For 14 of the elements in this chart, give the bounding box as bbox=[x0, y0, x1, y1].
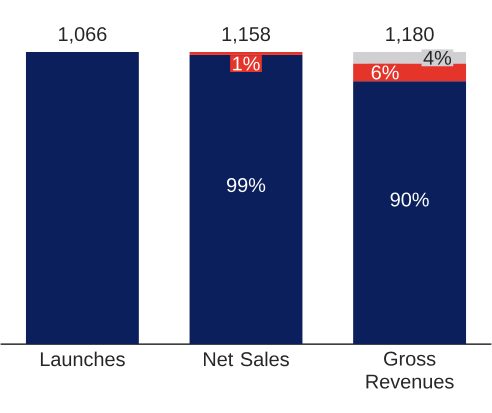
data-label: 1% bbox=[233, 56, 260, 71]
bar bbox=[190, 54, 302, 344]
x-tick-label: Net Sales bbox=[204, 352, 289, 366]
x-tick-label: Launches bbox=[40, 352, 125, 366]
bar bbox=[26, 52, 139, 344]
annotation: 1,180 bbox=[386, 27, 434, 44]
data-label: 4% bbox=[424, 50, 452, 65]
annotation: 1,158 bbox=[222, 27, 270, 44]
x-tick-label: Gross Revenues bbox=[366, 352, 454, 389]
bar bbox=[353, 81, 466, 344]
data-label: 90% bbox=[390, 192, 429, 207]
data-label: 99% bbox=[227, 178, 266, 192]
data-label: 6% bbox=[372, 65, 399, 80]
annotation: 1,066 bbox=[59, 27, 106, 44]
